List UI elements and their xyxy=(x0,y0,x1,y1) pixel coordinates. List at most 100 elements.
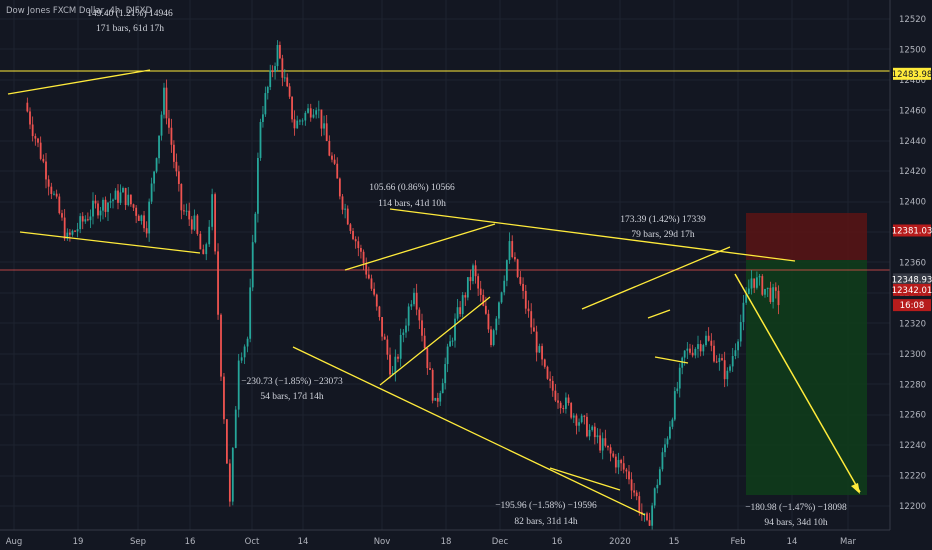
candle-body xyxy=(129,194,132,205)
candle-body xyxy=(63,217,66,239)
candle-body xyxy=(69,232,71,235)
candle-body xyxy=(344,208,347,210)
candle-body xyxy=(360,248,362,252)
candle-body xyxy=(58,196,61,214)
candle-body xyxy=(761,276,764,295)
candle-body xyxy=(620,459,623,464)
candle-body xyxy=(583,415,586,417)
candle-body xyxy=(689,348,691,353)
candle-body xyxy=(257,157,259,214)
candle-body xyxy=(155,158,158,172)
x-tick-label: Dec xyxy=(492,537,509,547)
candle-body xyxy=(249,287,252,339)
y-tick-label: 12420 xyxy=(899,167,926,177)
trendline-channel-top[interactable] xyxy=(7,69,151,95)
candle-body xyxy=(653,488,656,506)
trendline-wedge-top[interactable] xyxy=(344,223,496,271)
candle-body xyxy=(482,294,485,306)
x-tick-label: 14 xyxy=(298,537,309,547)
candle-body xyxy=(199,233,202,250)
time-scale[interactable] xyxy=(0,530,932,550)
candle-body xyxy=(656,484,659,489)
candle-body xyxy=(208,226,211,245)
trendline-rising[interactable] xyxy=(581,246,731,310)
annotation-3-line2: 79 bars, 29d 17h xyxy=(631,230,695,240)
candle-body xyxy=(163,87,165,115)
candle-body xyxy=(185,210,188,212)
trendline-flag-top[interactable] xyxy=(647,309,671,319)
candle-body xyxy=(71,230,74,235)
annotation-2-line1: 105.66 (0.86%) 10566 xyxy=(369,182,455,193)
trendline-low-support[interactable] xyxy=(549,467,621,491)
trendline-long-down[interactable] xyxy=(292,346,646,516)
candle-body xyxy=(575,415,578,426)
candle-body xyxy=(352,230,354,240)
candle-body xyxy=(34,136,37,139)
candle-body xyxy=(97,203,99,216)
candle-body xyxy=(214,194,216,252)
candle-body xyxy=(658,469,661,485)
candle-body xyxy=(713,345,715,362)
candle-body xyxy=(549,378,552,381)
candle-body xyxy=(723,360,726,380)
candle-body xyxy=(503,280,506,293)
candle-body xyxy=(750,278,753,289)
candle-body xyxy=(588,429,591,437)
candle-body xyxy=(117,190,119,203)
candle-body xyxy=(373,288,376,295)
candle-body xyxy=(635,492,638,497)
projection-arrow[interactable] xyxy=(734,273,861,493)
trendline-descending[interactable] xyxy=(389,208,796,262)
y-tick-label: 12200 xyxy=(899,502,926,512)
candle-body xyxy=(418,309,421,321)
candle-body xyxy=(492,330,495,346)
trendline-channel-bottom[interactable] xyxy=(19,231,201,254)
y-tick-label: 12320 xyxy=(899,319,926,329)
candle-body xyxy=(638,496,641,512)
price-tag: 12348.93 xyxy=(892,275,932,285)
candle-body xyxy=(718,358,721,363)
candle-body xyxy=(449,341,451,347)
candle-body xyxy=(444,364,447,384)
candle-body xyxy=(710,340,713,346)
annotation-4-line2: 54 bars, 17d 14h xyxy=(260,392,324,402)
candle-body xyxy=(338,178,341,197)
candle-body xyxy=(570,403,573,418)
candle-body xyxy=(39,142,42,159)
candle-body xyxy=(328,140,331,156)
stop-loss-zone[interactable] xyxy=(746,213,867,260)
candle-body xyxy=(524,290,527,309)
candle-body xyxy=(291,96,293,120)
candle-body xyxy=(271,70,274,73)
candle-body xyxy=(705,335,707,346)
y-tick-label: 12360 xyxy=(899,259,926,269)
candle-body xyxy=(299,120,301,122)
take-profit-zone[interactable] xyxy=(746,260,867,495)
candle-body xyxy=(604,438,607,446)
y-tick-label: 12400 xyxy=(899,198,926,208)
candle-body xyxy=(325,123,328,141)
candle-body xyxy=(477,276,480,289)
candle-body xyxy=(454,318,456,341)
annotation-2-line2: 114 bars, 41d 10h xyxy=(378,199,446,209)
candle-body xyxy=(226,419,228,464)
trendlines xyxy=(7,69,861,516)
candle-body xyxy=(251,242,254,288)
candle-body xyxy=(127,194,130,206)
trendline-wedge-bottom[interactable] xyxy=(379,296,491,386)
y-tick-label: 12480 xyxy=(899,76,926,86)
candle-body xyxy=(114,190,117,200)
candle-body xyxy=(614,456,617,468)
candle-body xyxy=(405,325,407,333)
candle-body xyxy=(739,322,742,342)
trendline-flag-bottom[interactable] xyxy=(654,356,689,364)
candle-body xyxy=(254,213,257,243)
candle-body xyxy=(231,447,234,502)
candle-body xyxy=(572,415,575,418)
candle-body xyxy=(413,292,415,305)
candle-body xyxy=(646,513,648,521)
candle-body xyxy=(479,288,482,295)
candle-body xyxy=(686,348,689,351)
candle-body xyxy=(664,444,666,453)
